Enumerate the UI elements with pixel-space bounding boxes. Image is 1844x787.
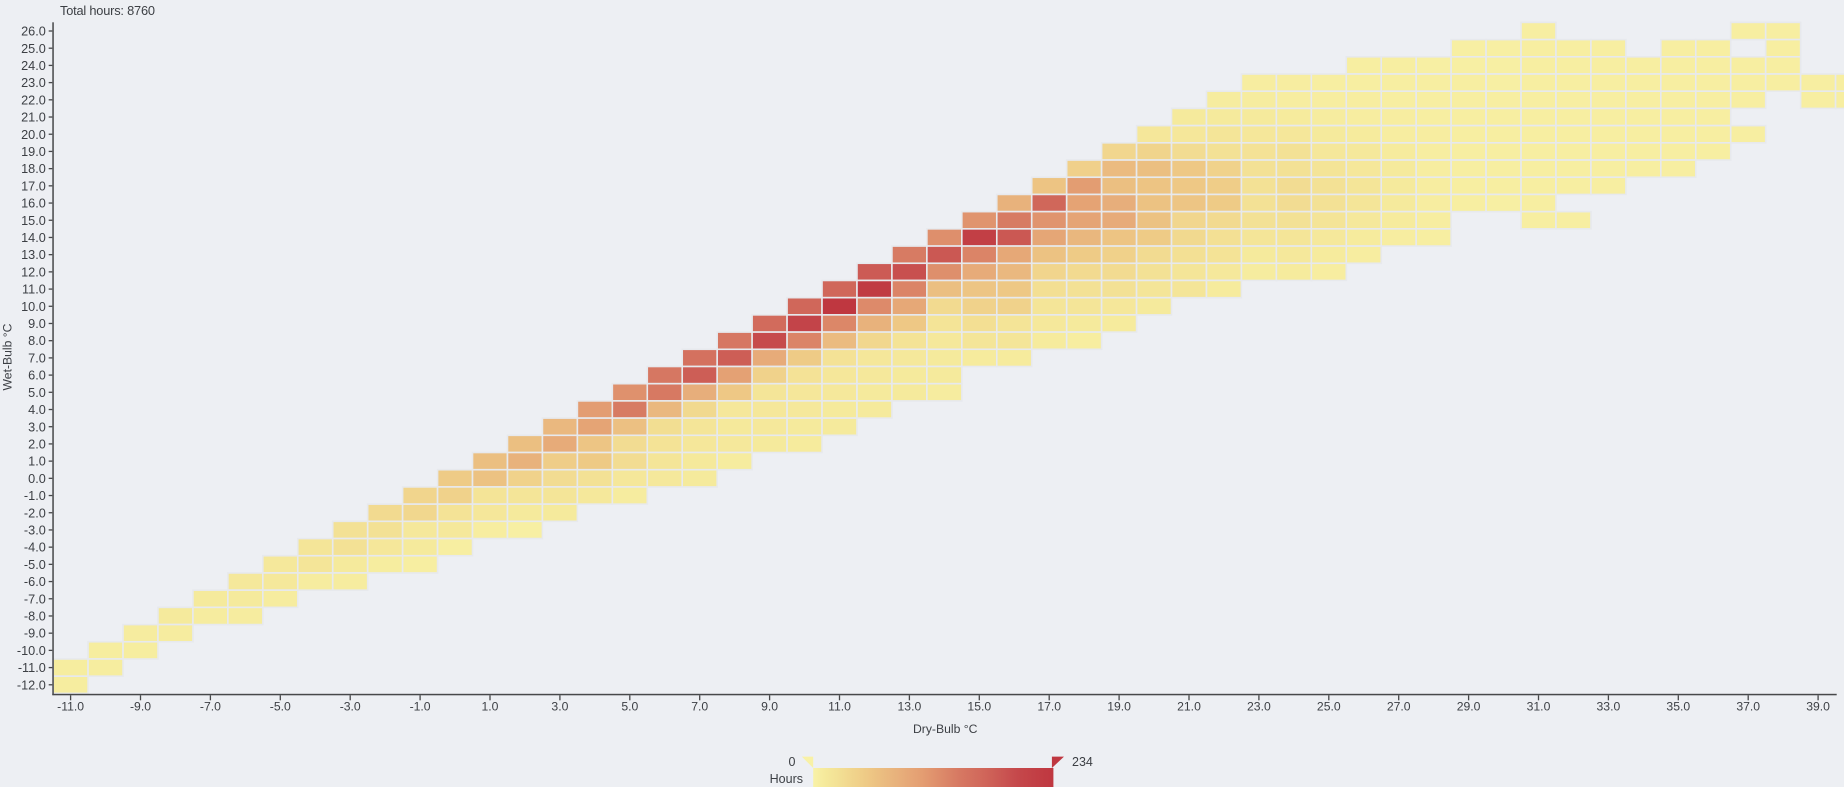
svg-text:17.0: 17.0 xyxy=(1037,700,1061,714)
svg-text:8.0: 8.0 xyxy=(28,334,46,348)
svg-text:-5.0: -5.0 xyxy=(270,700,291,714)
svg-text:3.0: 3.0 xyxy=(551,700,568,714)
svg-text:11.0: 11.0 xyxy=(22,283,46,297)
svg-text:22.0: 22.0 xyxy=(21,93,46,107)
svg-text:0.0: 0.0 xyxy=(28,472,46,486)
svg-text:-9.0: -9.0 xyxy=(24,627,46,641)
svg-text:5.0: 5.0 xyxy=(28,386,46,400)
svg-text:-3.0: -3.0 xyxy=(340,700,361,714)
svg-text:4.0: 4.0 xyxy=(28,403,46,417)
svg-text:11.0: 11.0 xyxy=(828,700,851,714)
svg-text:26.0: 26.0 xyxy=(21,25,46,39)
svg-text:23.0: 23.0 xyxy=(21,76,46,90)
svg-text:2.0: 2.0 xyxy=(28,437,46,451)
svg-text:10.0: 10.0 xyxy=(21,300,46,314)
svg-text:27.0: 27.0 xyxy=(1387,700,1411,714)
svg-text:1.0: 1.0 xyxy=(482,700,499,714)
svg-text:1.0: 1.0 xyxy=(28,455,46,469)
svg-text:Dry-Bulb °C: Dry-Bulb °C xyxy=(913,722,978,736)
svg-text:Total hours: 8760: Total hours: 8760 xyxy=(60,3,155,18)
svg-text:21.0: 21.0 xyxy=(1177,700,1201,714)
svg-text:9.0: 9.0 xyxy=(28,317,46,331)
svg-text:-5.0: -5.0 xyxy=(24,558,46,572)
svg-text:-1.0: -1.0 xyxy=(24,489,46,503)
svg-text:-1.0: -1.0 xyxy=(410,700,431,714)
svg-text:-3.0: -3.0 xyxy=(24,523,46,537)
svg-text:17.0: 17.0 xyxy=(21,179,46,193)
svg-text:-10.0: -10.0 xyxy=(17,644,46,658)
svg-text:5.0: 5.0 xyxy=(621,700,638,714)
svg-text:15.0: 15.0 xyxy=(21,214,46,228)
svg-text:20.0: 20.0 xyxy=(21,128,46,142)
svg-text:14.0: 14.0 xyxy=(21,231,46,245)
svg-text:-6.0: -6.0 xyxy=(24,575,46,589)
svg-text:-11.0: -11.0 xyxy=(18,661,46,675)
svg-text:-12.0: -12.0 xyxy=(17,678,46,692)
svg-text:-7.0: -7.0 xyxy=(200,700,221,714)
svg-text:13.0: 13.0 xyxy=(898,700,922,714)
svg-text:18.0: 18.0 xyxy=(21,162,46,176)
svg-text:31.0: 31.0 xyxy=(1527,700,1551,714)
svg-text:9.0: 9.0 xyxy=(761,700,778,714)
svg-text:-11.0: -11.0 xyxy=(57,700,84,714)
svg-text:7.0: 7.0 xyxy=(691,700,708,714)
svg-text:-9.0: -9.0 xyxy=(130,700,151,714)
svg-text:234: 234 xyxy=(1072,755,1093,769)
svg-text:16.0: 16.0 xyxy=(21,197,46,211)
svg-text:12.0: 12.0 xyxy=(21,265,46,279)
svg-text:21.0: 21.0 xyxy=(21,111,46,125)
svg-text:7.0: 7.0 xyxy=(28,351,46,365)
svg-text:33.0: 33.0 xyxy=(1597,700,1621,714)
svg-text:6.0: 6.0 xyxy=(28,369,46,383)
svg-text:-7.0: -7.0 xyxy=(24,592,46,606)
svg-text:0: 0 xyxy=(789,755,796,769)
svg-text:3.0: 3.0 xyxy=(28,420,46,434)
svg-text:19.0: 19.0 xyxy=(21,145,46,159)
svg-text:23.0: 23.0 xyxy=(1247,700,1271,714)
svg-text:15.0: 15.0 xyxy=(967,700,991,714)
svg-text:-4.0: -4.0 xyxy=(24,541,46,555)
svg-text:13.0: 13.0 xyxy=(21,248,46,262)
svg-text:24.0: 24.0 xyxy=(21,59,46,73)
svg-text:Wet-Bulb °C: Wet-Bulb °C xyxy=(1,323,15,390)
svg-text:25.0: 25.0 xyxy=(21,42,46,56)
svg-text:-2.0: -2.0 xyxy=(24,506,46,520)
svg-text:29.0: 29.0 xyxy=(1457,700,1481,714)
svg-text:25.0: 25.0 xyxy=(1317,700,1341,714)
svg-text:35.0: 35.0 xyxy=(1666,700,1690,714)
svg-text:37.0: 37.0 xyxy=(1736,700,1760,714)
svg-text:Hours: Hours xyxy=(770,772,803,786)
svg-text:-8.0: -8.0 xyxy=(24,610,46,624)
svg-text:19.0: 19.0 xyxy=(1107,700,1131,714)
svg-text:39.0: 39.0 xyxy=(1806,700,1830,714)
